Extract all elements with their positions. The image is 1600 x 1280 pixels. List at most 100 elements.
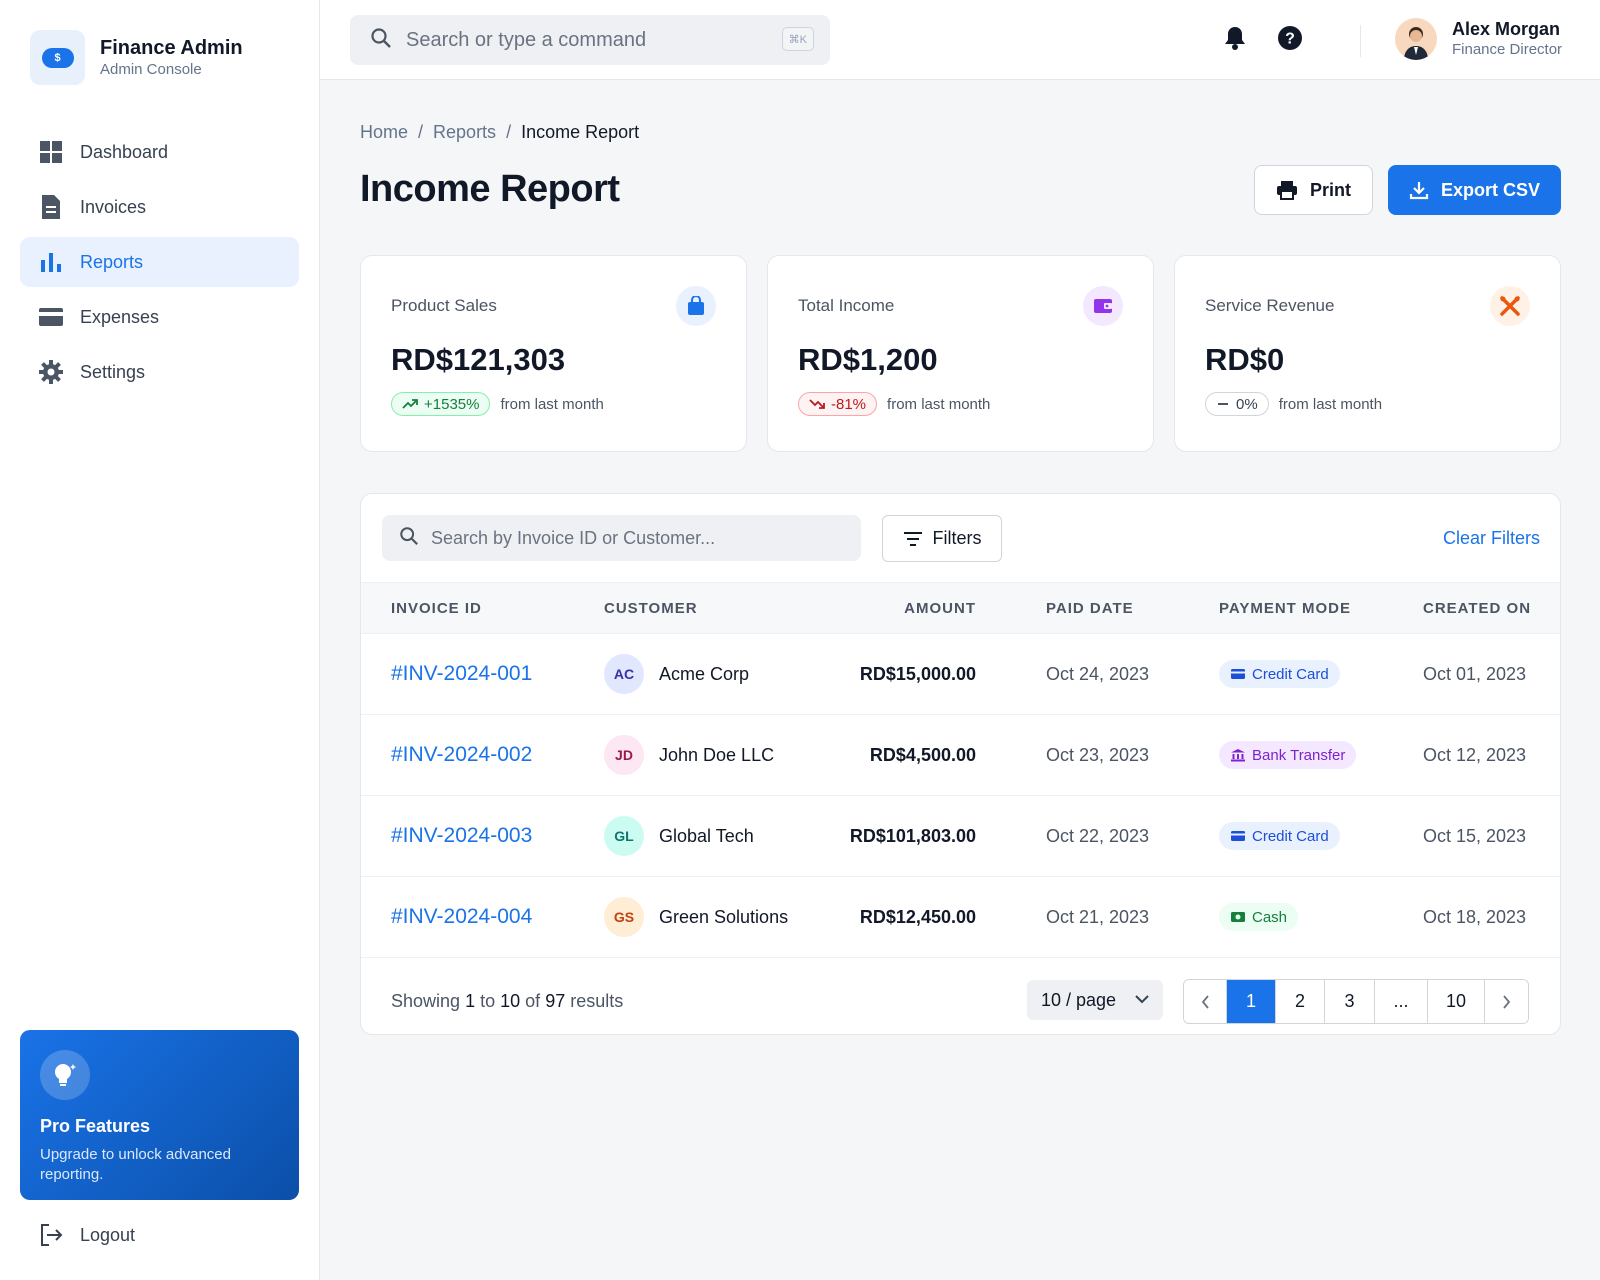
pro-features-card[interactable]: Pro Features Upgrade to unlock advanced … bbox=[20, 1030, 299, 1200]
invoice-id-link[interactable]: #INV-2024-001 bbox=[391, 662, 533, 685]
payment-mode-badge: Bank Transfer bbox=[1219, 741, 1357, 769]
breadcrumb-home[interactable]: Home bbox=[360, 122, 409, 142]
clear-filters-link[interactable]: Clear Filters bbox=[1442, 528, 1540, 548]
customer-name: Global Tech bbox=[659, 825, 754, 846]
wallet-icon bbox=[1083, 286, 1123, 326]
dollar-icon: $ bbox=[41, 47, 74, 68]
page-button-3[interactable]: 3 bbox=[1325, 980, 1375, 1023]
table-row[interactable]: #INV-2024-004 GS Green Solutions RD$12,4… bbox=[361, 877, 1560, 958]
invoices-table-card: Filters Clear Filters INVOICE ID CUSTOME… bbox=[360, 493, 1561, 1035]
sidebar-item-dashboard[interactable]: Dashboard bbox=[20, 127, 299, 177]
invoice-search[interactable] bbox=[382, 515, 861, 561]
credit-card-icon bbox=[38, 304, 64, 330]
breadcrumb-separator: / bbox=[506, 122, 512, 142]
column-header-customer[interactable]: CUSTOMER bbox=[604, 600, 698, 617]
trend-note: from last month bbox=[500, 395, 604, 413]
chevron-down-icon bbox=[1135, 995, 1149, 1004]
payment-mode-badge: Credit Card bbox=[1219, 822, 1340, 850]
created-date: Oct 18, 2023 bbox=[1423, 906, 1527, 927]
customer-avatar: AC bbox=[604, 654, 644, 694]
help-button[interactable]: ? bbox=[1275, 25, 1305, 55]
trend-badge: 0% bbox=[1205, 392, 1269, 416]
payment-mode-label: Cash bbox=[1252, 908, 1288, 926]
paid-date: Oct 24, 2023 bbox=[1046, 663, 1150, 684]
bank-icon bbox=[1231, 749, 1245, 762]
stat-label: Product Sales bbox=[391, 296, 497, 315]
breadcrumb-reports[interactable]: Reports bbox=[433, 122, 497, 142]
previous-page-button[interactable] bbox=[1184, 980, 1227, 1023]
dashboard-icon bbox=[38, 139, 64, 165]
search-icon bbox=[370, 27, 392, 54]
filters-label: Filters bbox=[932, 528, 982, 548]
payment-mode-label: Bank Transfer bbox=[1252, 746, 1346, 764]
payment-mode-label: Credit Card bbox=[1252, 665, 1329, 683]
column-header-invoice-id[interactable]: INVOICE ID bbox=[391, 600, 482, 617]
column-header-payment-mode[interactable]: PAYMENT MODE bbox=[1219, 600, 1352, 617]
user-name: Alex Morgan bbox=[1452, 19, 1561, 39]
page-button-2[interactable]: 2 bbox=[1276, 980, 1325, 1023]
results-summary: Showing 1 to 10 of 97 results bbox=[391, 991, 623, 1012]
sidebar-nav: Dashboard Invoices Reports Expenses Sett… bbox=[20, 127, 299, 402]
table-row[interactable]: #INV-2024-001 AC Acme Corp RD$15,000.00 … bbox=[361, 634, 1560, 715]
sidebar-item-reports[interactable]: Reports bbox=[20, 237, 299, 287]
command-search-input[interactable] bbox=[406, 28, 756, 52]
customer-name: Green Solutions bbox=[659, 906, 789, 927]
invoice-id-link[interactable]: #INV-2024-003 bbox=[391, 824, 533, 847]
amount: RD$15,000.00 bbox=[859, 663, 976, 684]
sidebar-item-expenses[interactable]: Expenses bbox=[20, 292, 299, 342]
lightbulb-icon bbox=[40, 1050, 90, 1100]
invoice-search-input[interactable] bbox=[431, 527, 851, 549]
page-button-1[interactable]: 1 bbox=[1227, 980, 1276, 1023]
trend-value: +1535% bbox=[424, 395, 480, 413]
brand[interactable]: $ Finance Admin Admin Console bbox=[30, 30, 243, 85]
print-button[interactable]: Print bbox=[1254, 165, 1373, 215]
brand-logo: $ bbox=[30, 30, 85, 85]
gear-icon bbox=[38, 359, 64, 385]
sidebar-item-invoices[interactable]: Invoices bbox=[20, 182, 299, 232]
next-page-button[interactable] bbox=[1485, 980, 1528, 1023]
column-header-amount[interactable]: AMOUNT bbox=[904, 600, 976, 617]
page-size-value: 10 / page bbox=[1041, 989, 1117, 1010]
sidebar-item-label: Reports bbox=[80, 251, 144, 272]
customer-avatar: GL bbox=[604, 816, 644, 856]
stat-label: Service Revenue bbox=[1205, 296, 1335, 315]
cash-icon bbox=[1231, 912, 1245, 922]
shopping-bag-icon bbox=[676, 286, 716, 326]
search-icon bbox=[399, 526, 419, 551]
trend-note: from last month bbox=[887, 395, 991, 413]
stat-value: RD$121,303 bbox=[391, 342, 566, 377]
results-total: 97 bbox=[545, 991, 566, 1011]
invoice-id-link[interactable]: #INV-2024-004 bbox=[391, 905, 533, 928]
filter-icon bbox=[903, 531, 922, 546]
command-search[interactable]: ⌘K bbox=[350, 15, 830, 65]
notifications-button[interactable] bbox=[1220, 25, 1250, 55]
logout-button[interactable]: Logout bbox=[38, 1222, 135, 1248]
results-from: 1 bbox=[465, 991, 476, 1011]
table-row[interactable]: #INV-2024-003 GL Global Tech RD$101,803.… bbox=[361, 796, 1560, 877]
column-header-paid-date[interactable]: PAID DATE bbox=[1046, 600, 1134, 617]
export-csv-label: Export CSV bbox=[1440, 179, 1541, 200]
trending-down-icon bbox=[809, 399, 825, 409]
stat-card-product-sales: Product Sales RD$121,303 +1535% from las… bbox=[360, 255, 747, 452]
invoice-id-link[interactable]: #INV-2024-002 bbox=[391, 743, 533, 766]
stat-card-total-income: Total Income RD$1,200 -81% from last mon… bbox=[767, 255, 1154, 452]
svg-text:?: ? bbox=[1285, 30, 1295, 47]
paid-date: Oct 22, 2023 bbox=[1046, 825, 1150, 846]
trend-badge: +1535% bbox=[391, 392, 491, 416]
results-suffix: results bbox=[570, 991, 624, 1011]
filters-button[interactable]: Filters bbox=[882, 515, 1002, 562]
page-size-select[interactable]: 10 / page bbox=[1027, 980, 1163, 1020]
user-menu[interactable]: Alex Morgan Finance Director bbox=[1395, 18, 1562, 60]
chevron-right-icon bbox=[1503, 994, 1511, 1009]
breadcrumb-current: Income Report bbox=[521, 122, 640, 142]
brand-subtitle: Admin Console bbox=[100, 61, 202, 78]
page-button-10[interactable]: 10 bbox=[1428, 980, 1485, 1023]
sidebar-item-settings[interactable]: Settings bbox=[20, 347, 299, 397]
export-csv-button[interactable]: Export CSV bbox=[1388, 165, 1561, 215]
print-label: Print bbox=[1309, 179, 1351, 200]
page-ellipsis: ... bbox=[1375, 980, 1428, 1023]
column-header-created-on[interactable]: CREATED ON bbox=[1423, 600, 1532, 617]
download-icon bbox=[1409, 182, 1429, 200]
table-row[interactable]: #INV-2024-002 JD John Doe LLC RD$4,500.0… bbox=[361, 715, 1560, 796]
trend-value: -81% bbox=[831, 395, 867, 413]
